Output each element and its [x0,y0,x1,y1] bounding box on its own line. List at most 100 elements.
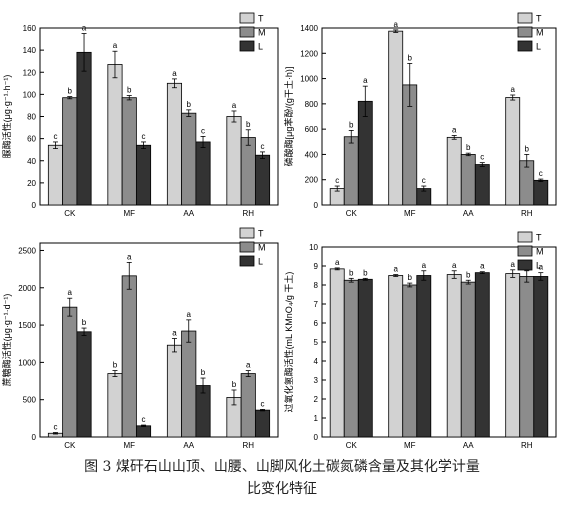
y-tick-label: 0 [32,433,37,442]
y-tick-label: 1500 [18,321,36,330]
bar-L-MF [135,425,152,438]
y-tick-label: 1 [314,414,319,423]
bar-L-AA [474,164,490,206]
significance-letter: c [53,132,57,141]
y-tick-label: 3 [314,376,319,385]
significance-letter: c [261,399,265,408]
x-tick-label: AA [463,441,474,450]
significance-letter: c [480,153,484,162]
bar-M-RH [519,276,535,438]
significance-letter: b [127,85,132,94]
y-tick-label: 60 [27,135,36,144]
y-tick-label: 9 [314,262,319,271]
bar-M-RH [240,137,256,206]
y-tick-label: 1200 [300,49,318,58]
bar-M-CK [343,279,359,438]
legend-swatch-M [239,241,255,253]
bar-L-AA [474,272,490,438]
caption-line-1: 图 3 煤矸石山山顶、山腰、山脚风化土碳氮磷含量及其化学计量 [84,459,480,475]
significance-letter: c [53,423,57,432]
significance-letter: a [172,329,177,338]
y-axis-label: 磷酸酶[μg苯酚/(g干土·h)] [283,67,294,167]
significance-letter: a [335,258,340,267]
significance-letter: b [201,368,206,377]
y-tick-label: 80 [27,113,36,122]
x-tick-label: AA [183,441,194,450]
significance-letter: c [142,132,146,141]
x-tick-label: RH [242,441,254,450]
significance-letter: a [452,261,457,270]
legend-swatch-T [517,12,533,24]
legend-label-L: L [258,257,263,267]
y-tick-label: 800 [305,100,319,109]
significance-letter: a [452,125,457,134]
significance-letter: c [422,176,426,185]
y-tick-label: 5 [314,338,319,347]
y-tick-label: 40 [27,157,36,166]
legend-label-M: M [536,28,544,38]
significance-letter: b [232,380,237,389]
significance-letter: a [422,261,427,270]
significance-letter: a [172,69,177,78]
bar-L-MF [416,275,432,438]
x-tick-label: MF [123,209,135,218]
significance-letter: a [480,262,485,271]
y-tick-label: 20 [27,179,36,188]
significance-letter: a [113,41,118,50]
bar-M-RH [240,373,256,438]
legend-swatch-T [239,12,255,24]
bar-T-CK [329,268,345,438]
significance-letter: a [510,85,515,94]
bar-T-AA [446,136,462,206]
legend-swatch-M [239,26,255,38]
x-tick-label: RH [242,209,254,218]
x-tick-label: MF [404,441,416,450]
bar-M-CK [343,136,359,206]
significance-letter: b [187,100,192,109]
x-tick-label: CK [346,209,358,218]
significance-letter: b [466,143,471,152]
y-tick-label: 120 [23,68,37,77]
y-tick-label: 1000 [18,358,36,367]
bar-L-AA [195,141,211,206]
significance-letter: b [113,361,118,370]
significance-letter: a [363,76,368,85]
y-tick-label: 400 [305,150,319,159]
significance-letter: b [363,268,368,277]
bar-T-CK [47,144,64,206]
y-tick-label: 600 [305,125,319,134]
x-tick-label: AA [183,209,194,218]
bar-T-MF [388,30,404,206]
y-axis-label: 脲酶活性(μg·g⁻¹·h⁻¹) [1,75,12,159]
bar-M-CK [62,97,78,206]
bar-T-RH [505,97,521,206]
bar-L-RH [533,179,549,206]
figure-caption: 图 3 煤矸石山山顶、山腰、山脚风化土碳氮磷含量及其化学计量 比变化特征 [0,456,564,500]
y-tick-label: 8 [314,281,319,290]
legend-swatch-L [239,255,255,267]
significance-letter: c [201,126,205,135]
x-tick-label: AA [463,209,474,218]
bar-M-CK [62,306,78,438]
significance-letter: c [142,415,146,424]
y-tick-label: 7 [314,300,319,309]
x-tick-label: RH [521,209,533,218]
significance-letter: b [408,273,413,282]
y-tick-label: 6 [314,319,319,328]
bar-L-RH [254,409,271,438]
bar-T-RH [226,116,242,206]
y-tick-label: 200 [305,176,319,185]
legend-label-L: L [536,42,541,52]
x-tick-label: CK [64,209,76,218]
chart-panel-1: 0 20 40 60 80 100 120 140 160 脲酶活性(μg·g⁻¹·h⁻¹) CK c… [1,12,279,218]
chart-panel-3: 0 500 1000 1500 2000 2500 蔗糖酶活性(μg·g⁻¹·d⁻¹) CK c… [1,227,279,450]
chart-panel-2: 0 200 400 600 800 1000 1200 1400 磷酸酶[μg苯酚/(g干土·h… [283,12,557,218]
legend-label-L: L [536,261,541,271]
significance-letter: b [82,318,87,327]
y-tick-label: 2 [314,395,319,404]
y-tick-label: 0 [314,201,319,210]
y-tick-label: 500 [23,396,37,405]
y-tick-label: 1000 [300,75,318,84]
significance-letter: a [393,20,398,29]
